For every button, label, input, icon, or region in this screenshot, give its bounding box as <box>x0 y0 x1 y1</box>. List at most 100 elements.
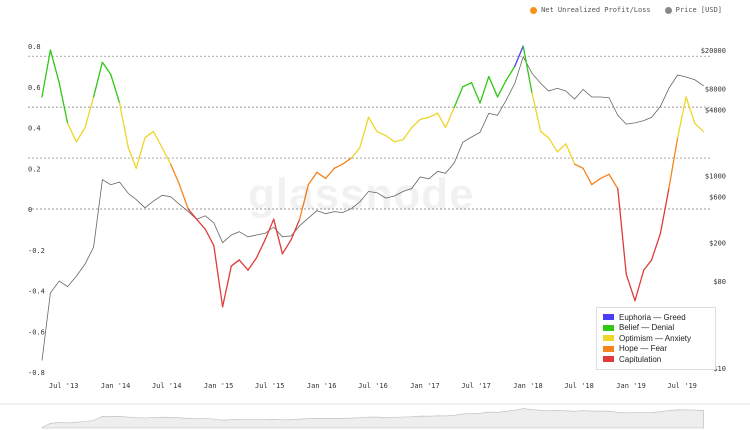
nupl-segment <box>307 171 318 186</box>
nupl-segment <box>316 171 327 180</box>
nupl-segment <box>110 73 121 104</box>
legend-price-label: Price [USD] <box>675 6 722 14</box>
zone-legend-row: Optimism — Anxiety <box>603 333 709 344</box>
nupl-segment <box>281 238 292 255</box>
navigator-area <box>41 408 704 429</box>
right-tick-label: $80 <box>713 278 726 286</box>
right-tick-label: $200 <box>709 240 726 248</box>
zone-legend: Euphoria — Greed Belief — Denial Optimis… <box>596 307 716 370</box>
nupl-segment <box>178 183 189 210</box>
nupl-segment <box>152 130 163 149</box>
nupl-segment <box>462 82 473 88</box>
nupl-segment <box>643 259 653 271</box>
nupl-segment <box>58 82 69 125</box>
nupl-segment <box>573 163 584 169</box>
x-tick-label: Jul '16 <box>358 382 388 390</box>
nupl-segment <box>496 79 507 98</box>
nupl-segment <box>127 147 137 169</box>
nupl-segment <box>608 173 619 190</box>
x-tick-label: Jan '16 <box>307 382 337 390</box>
left-tick-label: -0.4 <box>28 288 45 296</box>
nupl-segment <box>685 96 696 125</box>
left-tick-label: -0.8 <box>28 369 45 377</box>
zone-legend-row: Belief — Denial <box>603 323 709 334</box>
zone-swatch-icon <box>603 324 614 331</box>
x-tick-label: Jan '18 <box>513 382 543 390</box>
right-tick-label: $20000 <box>701 47 726 55</box>
right-axis: $20000 $8000 $4800 $1000 $600 $200 $80 $10 <box>701 47 726 373</box>
nupl-segment <box>479 75 490 104</box>
nupl-segment <box>135 137 146 169</box>
left-tick-label: 0.4 <box>28 125 41 133</box>
left-tick-label: 0 <box>28 206 32 214</box>
nupl-segment <box>213 245 224 308</box>
nupl-segment <box>41 49 52 98</box>
zone-legend-row: Hope — Fear <box>603 344 709 355</box>
left-tick-label: 0.6 <box>28 84 41 92</box>
nupl-segment <box>204 228 215 247</box>
nupl-segment <box>428 112 439 118</box>
nupl-segment <box>514 45 524 68</box>
nupl-segment <box>419 116 430 120</box>
x-tick-label: Jul '15 <box>255 382 285 390</box>
nupl-segment <box>299 183 310 220</box>
zone-swatch-icon <box>603 356 614 363</box>
left-tick-label: -0.2 <box>28 247 45 255</box>
nupl-segment <box>273 218 284 255</box>
nupl-segment <box>49 49 60 84</box>
left-tick-label: 0.2 <box>28 165 41 173</box>
right-tick-label: $10 <box>713 365 726 373</box>
nupl-segment <box>488 75 499 98</box>
nupl-segment <box>402 126 413 141</box>
nupl-segment <box>634 269 645 302</box>
nupl-segment <box>393 139 404 143</box>
nupl-segment <box>247 257 258 271</box>
nupl-segment <box>170 163 181 186</box>
zone-legend-row: Euphoria — Greed <box>603 312 709 323</box>
nupl-segment <box>92 61 104 98</box>
legend-nupl[interactable]: Net Unrealized Profit/Loss <box>530 6 651 14</box>
nupl-segment <box>694 122 705 133</box>
x-tick-label: Jul '13 <box>49 382 79 390</box>
x-axis: Jul '13 Jan '14 Jul '14 Jan '15 Jul '15 Jan '… <box>49 382 697 390</box>
zone-label: Belief — Denial <box>619 323 675 333</box>
nupl-segment <box>470 82 481 104</box>
nupl-segment <box>582 167 593 186</box>
nupl-segment <box>66 122 78 143</box>
x-tick-label: Jul '18 <box>564 382 594 390</box>
nupl-segment <box>341 157 352 165</box>
right-tick-label: $8000 <box>705 85 726 93</box>
nupl-segment <box>522 45 533 94</box>
zone-label: Optimism — Anxiety <box>619 333 692 343</box>
top-legend: Net Unrealized Profit/Loss Price [USD] <box>530 6 722 14</box>
zone-swatch-icon <box>603 314 614 321</box>
nupl-segment <box>505 65 516 82</box>
x-tick-label: Jul '14 <box>152 382 182 390</box>
nupl-segment <box>118 102 129 149</box>
nupl-segment <box>668 137 679 190</box>
nupl-segment <box>161 147 172 165</box>
nupl-segment <box>84 96 95 129</box>
price-line <box>41 55 704 361</box>
nupl-segment <box>324 167 336 180</box>
nupl-segment <box>565 143 576 165</box>
nupl-segment <box>101 61 112 76</box>
nupl-segment <box>264 218 275 241</box>
nupl-segment <box>556 143 567 153</box>
price-series <box>41 55 704 361</box>
nupl-segment <box>625 273 636 302</box>
nupl-segment <box>659 187 670 235</box>
nupl-segment <box>359 116 370 149</box>
nupl-segment <box>540 130 550 139</box>
nupl-segment <box>350 147 361 159</box>
range-navigator[interactable] <box>0 403 750 429</box>
nupl-series <box>41 45 705 308</box>
nupl-segment <box>255 238 266 259</box>
zone-label: Euphoria — Greed <box>619 312 686 322</box>
nupl-segment <box>385 134 396 143</box>
nupl-segment <box>367 116 378 133</box>
right-tick-label: $600 <box>709 194 726 202</box>
left-tick-label: -0.6 <box>28 328 45 336</box>
nupl-segment <box>531 92 542 133</box>
legend-price[interactable]: Price [USD] <box>664 6 722 14</box>
